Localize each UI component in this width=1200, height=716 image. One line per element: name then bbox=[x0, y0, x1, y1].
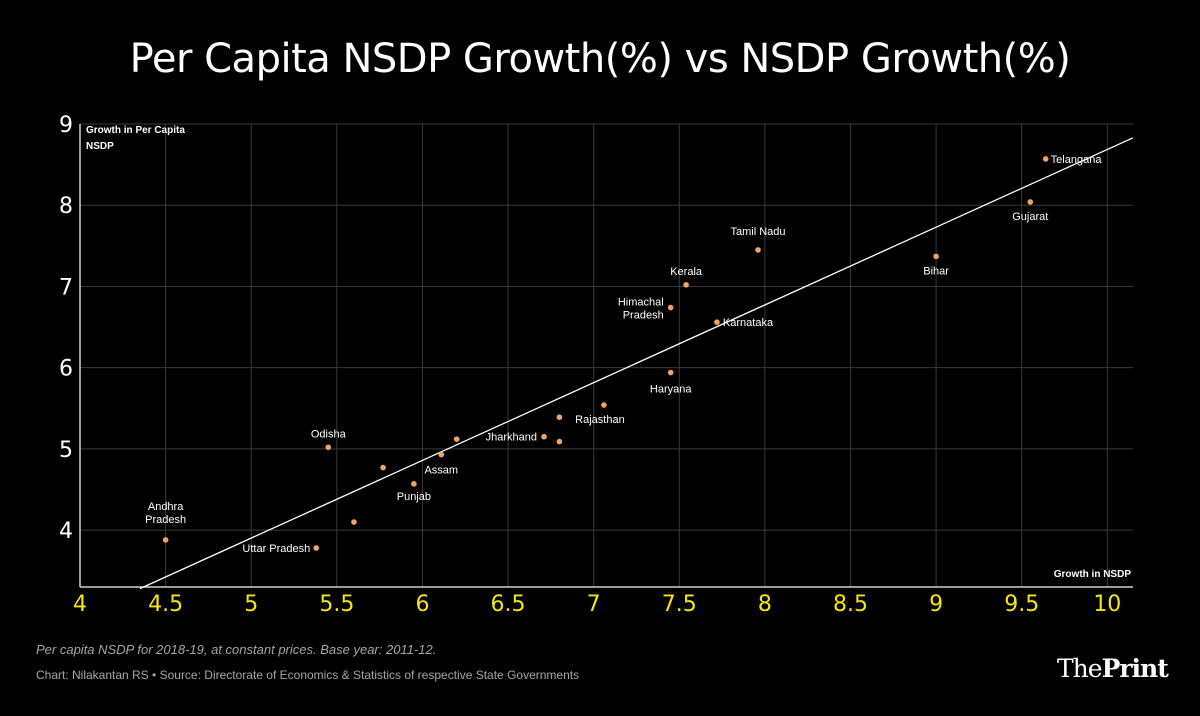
point-label-line: Odisha bbox=[311, 428, 347, 440]
point-label: Uttar Pradesh bbox=[242, 543, 310, 555]
y-axis-title-line: Growth in Per Capita bbox=[86, 125, 185, 136]
data-point bbox=[1042, 156, 1049, 162]
data-point bbox=[325, 444, 332, 451]
point-label: Bihar bbox=[923, 265, 949, 277]
x-tick-label: 6 bbox=[415, 592, 429, 617]
point-label-line: Pradesh bbox=[623, 310, 664, 322]
chart-title: Per Capita NSDP Growth(%) vs NSDP Growth… bbox=[129, 36, 1071, 82]
x-tick-label: 4 bbox=[73, 592, 87, 617]
point-label-line: Punjab bbox=[397, 491, 431, 503]
point-label: Tamil Nadu bbox=[731, 226, 786, 238]
point-label: Karnataka bbox=[723, 317, 774, 329]
data-point bbox=[714, 319, 720, 325]
data-point bbox=[411, 481, 417, 487]
point-label-line: Gujarat bbox=[1012, 211, 1048, 223]
ticks-layer: 4 4.5 5 5.5 6 6.5 7 7.5 8 8.5 9 9.5 10 4 5 6 7 8 9 bbox=[59, 113, 1121, 617]
x-tick-label: 10 bbox=[1093, 592, 1121, 617]
data-point bbox=[351, 519, 357, 525]
data-point bbox=[556, 438, 563, 445]
y-tick-label: 4 bbox=[59, 519, 73, 544]
data-point bbox=[667, 369, 674, 376]
point-label-line: Andhra bbox=[148, 501, 184, 513]
point-label-line: Pradesh bbox=[145, 514, 186, 526]
data-point bbox=[1027, 199, 1034, 205]
point-label-line: Telangana bbox=[1051, 154, 1103, 166]
point-label: Rajasthan bbox=[575, 414, 625, 426]
point-label: Gujarat bbox=[1012, 211, 1048, 223]
point-label: Jharkhand bbox=[486, 432, 537, 444]
point-label: Punjab bbox=[397, 491, 431, 503]
brand-logo: ThePrint bbox=[1057, 654, 1169, 683]
point-label: Himachal Pradesh bbox=[618, 297, 664, 322]
y-tick-label: 9 bbox=[59, 113, 73, 138]
point-label-line: Himachal bbox=[618, 297, 664, 309]
point-label-line: Bihar bbox=[923, 265, 949, 277]
y-axis-title: Growth in Per Capita NSDP bbox=[86, 125, 185, 152]
x-tick-label: 8.5 bbox=[833, 592, 868, 617]
x-tick-label: 8 bbox=[758, 592, 772, 617]
y-tick-label: 8 bbox=[59, 194, 73, 219]
x-axis-title: Growth in NSDP bbox=[1054, 569, 1132, 580]
source-credit: Chart: Nilakantan RS • Source: Directora… bbox=[36, 668, 580, 682]
point-label: Telangana bbox=[1051, 154, 1103, 166]
data-point bbox=[162, 537, 169, 543]
point-label-line: Tamil Nadu bbox=[731, 226, 786, 238]
point-label-line: Jharkhand bbox=[486, 432, 537, 444]
data-point bbox=[556, 414, 563, 421]
y-axis-title-line: NSDP bbox=[86, 141, 114, 152]
point-label-line: Rajasthan bbox=[575, 414, 625, 426]
data-point bbox=[601, 402, 607, 408]
data-point bbox=[313, 545, 320, 551]
axis-titles-layer: Growth in Per Capita NSDP Growth in NSDP bbox=[86, 125, 1131, 580]
point-label-line: Kerala bbox=[670, 266, 703, 278]
x-tick-label: 5.5 bbox=[319, 592, 354, 617]
point-label: Andhra Pradesh bbox=[145, 501, 186, 526]
x-tick-label: 4.5 bbox=[148, 592, 183, 617]
trendline-layer bbox=[139, 137, 1134, 590]
data-point bbox=[667, 304, 674, 311]
x-tick-label: 9 bbox=[929, 592, 943, 617]
x-tick-label: 5 bbox=[244, 592, 258, 617]
trendline bbox=[139, 137, 1134, 590]
x-tick-label: 7.5 bbox=[662, 592, 697, 617]
data-point bbox=[683, 282, 689, 288]
y-tick-label: 6 bbox=[59, 357, 73, 382]
footnote: Per capita NSDP for 2018-19, at constant… bbox=[36, 642, 437, 657]
point-label: Odisha bbox=[311, 428, 347, 440]
data-point bbox=[380, 464, 386, 471]
brand-prefix: The bbox=[1057, 654, 1103, 683]
x-tick-label: 9.5 bbox=[1004, 592, 1039, 617]
point-label-line: Assam bbox=[424, 465, 458, 477]
grid bbox=[79, 123, 1133, 588]
data-point bbox=[453, 436, 460, 442]
point-label-line: Haryana bbox=[650, 384, 692, 396]
points-layer bbox=[162, 156, 1049, 551]
point-label: Kerala bbox=[670, 266, 703, 278]
data-point bbox=[541, 433, 547, 440]
point-label: Assam bbox=[424, 465, 458, 477]
point-label-line: Karnataka bbox=[723, 317, 774, 329]
data-point bbox=[438, 451, 445, 458]
brand-name: Print bbox=[1101, 654, 1169, 683]
point-label: Haryana bbox=[650, 384, 692, 396]
data-point bbox=[755, 247, 761, 253]
x-tick-label: 6.5 bbox=[491, 592, 526, 617]
y-tick-label: 7 bbox=[59, 275, 73, 300]
point-label-line: Uttar Pradesh bbox=[242, 543, 310, 555]
data-point bbox=[933, 253, 939, 260]
y-tick-label: 5 bbox=[59, 438, 73, 463]
x-tick-label: 7 bbox=[587, 592, 601, 617]
